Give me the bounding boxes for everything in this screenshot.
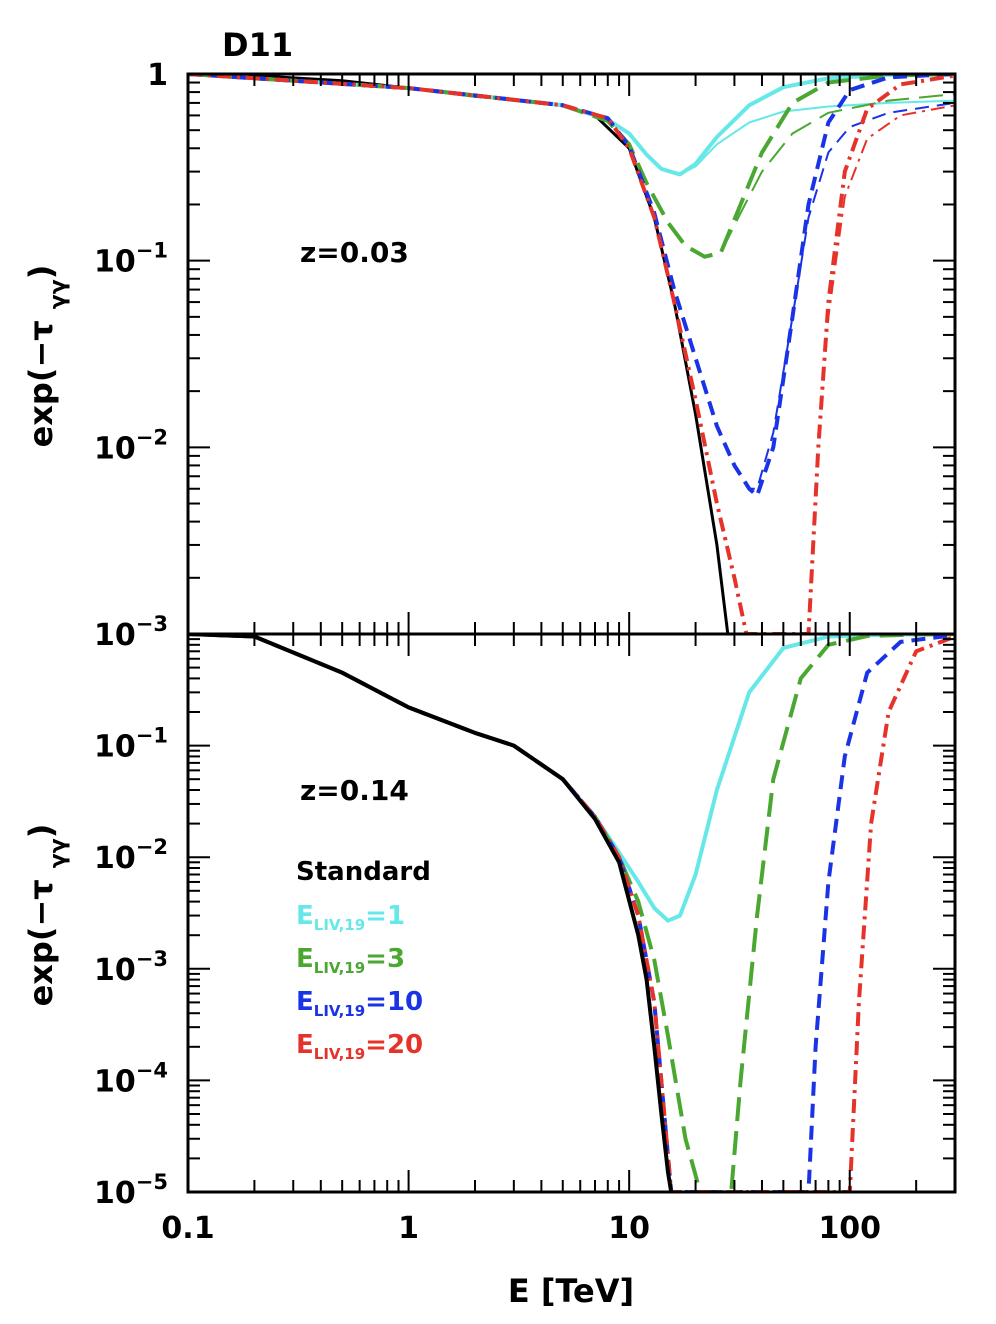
x-tick-label: 1 — [398, 1211, 419, 1246]
bottom-series-e-liv-19-10 — [188, 634, 955, 1192]
y-tick-label: 10−3 — [94, 612, 168, 653]
top-panel-frame — [186, 72, 957, 636]
top-panel: 1 10−1 10−2 10−3 z=0.03 — [94, 58, 957, 653]
x-tick-labels: 0.1 1 10 100 — [161, 1211, 881, 1246]
y-tick-label: 10−4 — [94, 1058, 168, 1099]
legend-item: ELIV,19=20 — [296, 1030, 423, 1063]
bottom-panel-redshift-annotation: z=0.14 — [300, 774, 409, 807]
y-tick-label: 10−2 — [94, 425, 168, 466]
y-tick-label: 10−5 — [94, 1170, 168, 1211]
top-series-e-liv-19-1-thin — [188, 74, 955, 176]
bottom-panel-y-tick-labels: 10−1 10−2 10−3 10−4 10−5 — [94, 724, 168, 1211]
legend-items: ELIV,19=1 ELIV,19=3 ELIV,19=10 ELIV,19=20 — [296, 901, 423, 1063]
y-tick-label: 10−1 — [94, 724, 168, 765]
top-panel-ticks — [187, 73, 956, 635]
y-tick-label: 10−2 — [94, 835, 168, 876]
top-series-e-liv-19-10-thin — [188, 74, 955, 490]
legend-item: ELIV,19=1 — [296, 901, 405, 934]
top-series-standard — [188, 74, 730, 634]
x-tick-label: 100 — [818, 1211, 881, 1246]
bottom-panel: 10−1 10−2 10−3 10−4 10−5 0.1 1 10 100 z=0.14 St… — [94, 632, 957, 1246]
y-tick-label: 1 — [147, 58, 168, 93]
legend-item: ELIV,19=3 — [296, 944, 405, 977]
top-series-e-liv-19-3-thin — [188, 74, 955, 258]
x-tick-label: 10 — [608, 1211, 650, 1246]
y-tick-label: 10−3 — [94, 947, 168, 988]
legend: Standard ELIV,19=1ELIV,19=3ELIV,19=10ELI… — [296, 857, 431, 1063]
bottom-series-standard — [188, 634, 674, 1192]
legend-item: ELIV,19=10 — [296, 987, 423, 1020]
top-panel-redshift-annotation: z=0.03 — [300, 236, 409, 269]
bottom-panel-ticks — [187, 633, 956, 1193]
legend-title: Standard — [296, 857, 431, 887]
x-tick-label: 0.1 — [161, 1211, 214, 1246]
top-series-e-liv-19-20-thin — [188, 74, 955, 634]
x-axis-label: E [TeV] — [508, 1272, 634, 1310]
top-series-e-liv-19-20-thick — [188, 74, 955, 634]
top-panel-y-tick-labels: 1 10−1 10−2 10−3 — [94, 58, 168, 653]
top-y-axis-label: exp(−τ γγ) — [22, 265, 71, 448]
bottom-y-axis-label: exp(−τ γγ) — [22, 824, 71, 1007]
figure-title: D11 — [222, 26, 293, 64]
bottom-panel-lines — [188, 634, 955, 1192]
top-series-e-liv-19-1-thick — [188, 74, 955, 177]
y-tick-label: 10−1 — [94, 239, 168, 280]
top-panel-lines — [188, 74, 955, 634]
bottom-panel-frame — [186, 632, 957, 1194]
